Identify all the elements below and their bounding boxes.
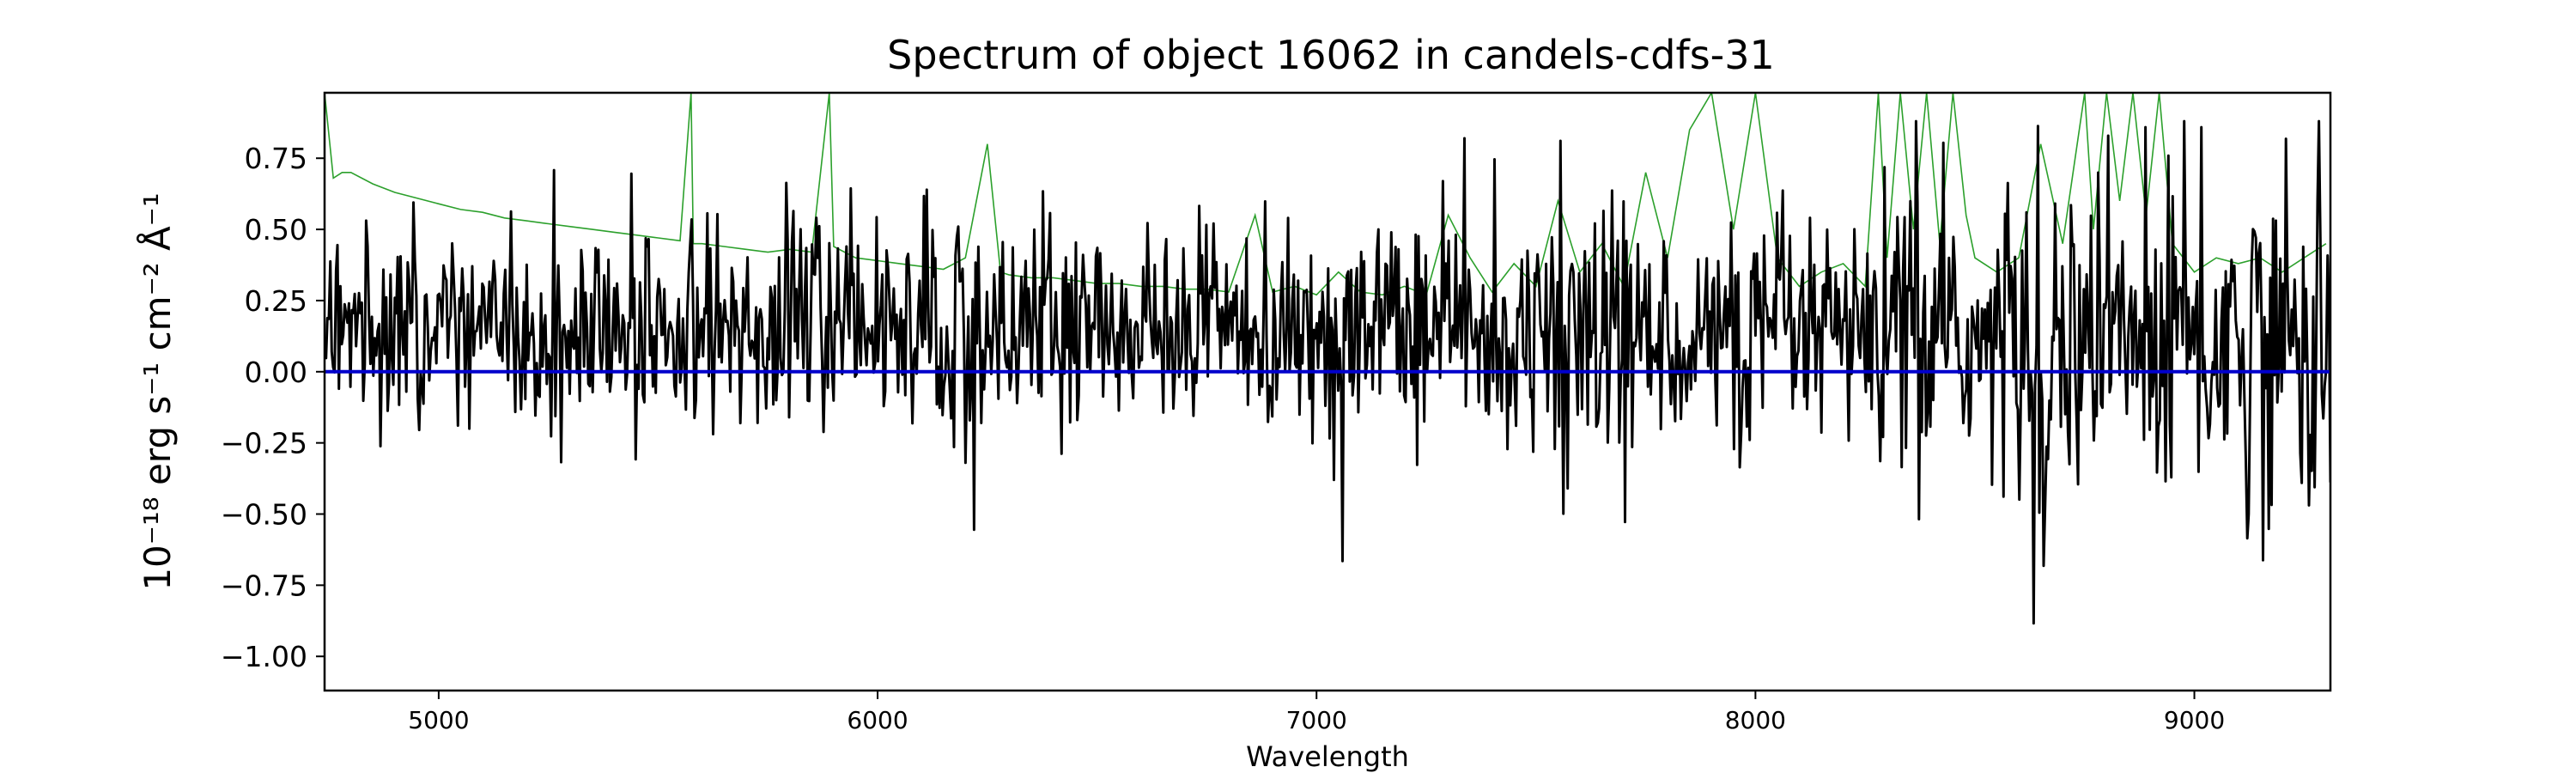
x-tick-label: 7000 <box>1286 706 1347 734</box>
y-tick-label: 0.75 <box>245 142 307 175</box>
y-tick-label: 0.25 <box>245 284 307 318</box>
x-axis-label: Wavelength <box>1246 740 1409 773</box>
y-tick-label: 0.00 <box>245 356 307 389</box>
series-layer <box>325 93 2330 625</box>
x-axis: 5000 6000 7000 8000 9000 <box>408 691 2225 734</box>
y-tick-label: 0.50 <box>245 213 307 247</box>
x-tick-label: 6000 <box>847 706 908 734</box>
series-line-black <box>325 119 2330 625</box>
x-tick-label: 9000 <box>2164 706 2225 734</box>
y-tick-label: −0.25 <box>221 427 307 460</box>
y-tick-label: −0.50 <box>221 498 307 532</box>
series-line-green <box>325 93 2327 296</box>
x-tick-label: 5000 <box>408 706 469 734</box>
plot-area <box>325 93 2330 625</box>
y-axis-label: 10⁻¹⁸ erg s⁻¹ cm⁻² Å⁻¹ <box>136 192 179 590</box>
chart-title: Spectrum of object 16062 in candels-cdfs… <box>887 32 1775 78</box>
y-axis: 0.75 0.50 0.25 0.00 −0.25 −0.50 −0.75 −1.00 <box>221 142 325 673</box>
y-tick-label: −0.75 <box>221 569 307 602</box>
y-tick-label: −1.00 <box>221 640 307 673</box>
plot-frame <box>323 91 2332 692</box>
x-tick-label: 8000 <box>1725 706 1786 734</box>
